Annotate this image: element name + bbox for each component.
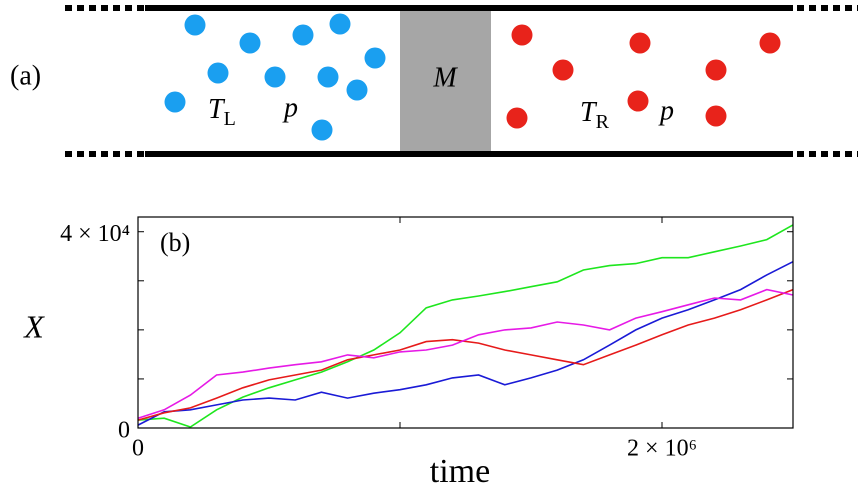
subscript: L xyxy=(224,108,236,130)
series-line xyxy=(137,260,794,426)
particle xyxy=(329,13,351,35)
particle xyxy=(346,79,368,101)
particle xyxy=(364,47,386,69)
x-axis-label: time xyxy=(430,453,490,490)
y-tick-label: 0 xyxy=(118,418,130,444)
subscript: R xyxy=(596,111,610,133)
pressure-label: p xyxy=(282,92,298,123)
particle xyxy=(552,59,574,81)
particle xyxy=(317,66,339,88)
x-tick-label: 2 × 10⁶ xyxy=(627,436,697,462)
temperature-label: TL xyxy=(208,94,236,129)
chart: (b) time X 0 4 × 10⁴ 0 2 × 10⁶ xyxy=(22,216,794,490)
particle xyxy=(207,62,229,84)
piston xyxy=(400,11,491,151)
particle xyxy=(705,59,727,81)
series-line xyxy=(137,224,794,428)
particle xyxy=(264,66,286,88)
series-line xyxy=(137,288,794,421)
particle xyxy=(184,14,206,36)
particle xyxy=(627,90,649,112)
piston-label: M xyxy=(432,62,458,93)
left-particles xyxy=(164,13,386,141)
particle xyxy=(705,105,727,127)
tube-diagram: (a) M TL p TR p xyxy=(10,5,858,157)
y-tick-label: 4 × 10⁴ xyxy=(60,221,130,247)
particle xyxy=(629,32,651,54)
y-axis-label: X xyxy=(22,308,45,344)
particle xyxy=(759,32,781,54)
particle xyxy=(511,24,533,46)
particle xyxy=(292,24,314,46)
particle xyxy=(239,32,261,54)
particle xyxy=(164,91,186,113)
symbol: T xyxy=(208,94,226,125)
panel-label: (a) xyxy=(10,60,41,91)
series-line xyxy=(137,288,794,419)
symbol: T xyxy=(580,97,598,128)
pressure-label: p xyxy=(658,95,674,126)
particle xyxy=(311,119,333,141)
plot-frame xyxy=(137,216,794,429)
x-tick-label: 0 xyxy=(132,436,144,462)
panel-label: (b) xyxy=(160,228,190,257)
right-particles xyxy=(506,24,781,129)
particle xyxy=(506,107,528,129)
temperature-label: TR xyxy=(580,97,610,132)
